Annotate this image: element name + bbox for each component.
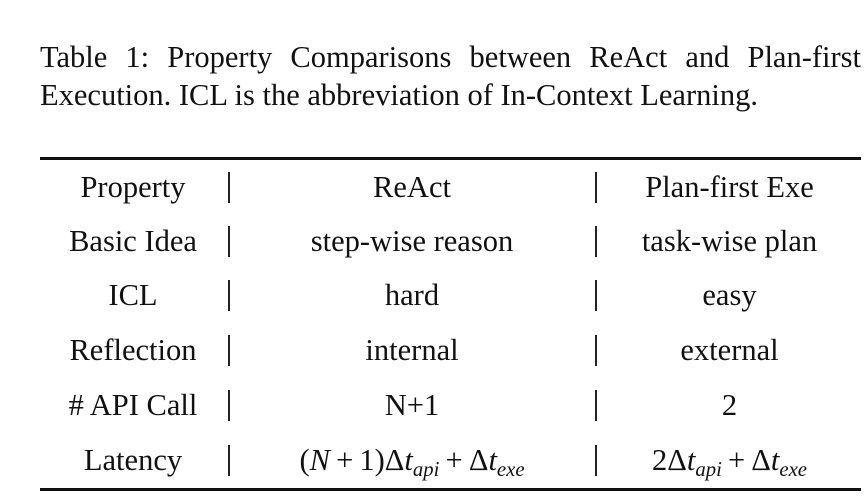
planfirst-latency-formula: 2Δtapi + Δtexe xyxy=(652,443,807,482)
table-row: Latency (N + 1)Δtapi + Δtexe 2Δtapi + Δt… xyxy=(40,433,861,488)
column-separator xyxy=(595,172,597,203)
property-cell: # API Call xyxy=(68,388,198,422)
header-property: Property xyxy=(80,170,186,204)
table-row: Reflection internal external xyxy=(40,323,861,378)
react-cell: step-wise reason xyxy=(310,224,514,258)
column-separator xyxy=(228,280,230,311)
column-separator xyxy=(595,390,597,421)
table-header-row: Property ReAct Plan-first Exe xyxy=(40,160,861,215)
column-separator xyxy=(595,280,597,311)
table-bottom-rule xyxy=(40,488,861,491)
column-separator xyxy=(595,335,597,366)
property-cell: Basic Idea xyxy=(69,224,197,258)
table-row: ICL hard easy xyxy=(40,268,861,323)
table-caption: Table 1: Property Comparisons between Re… xyxy=(40,40,861,112)
planfirst-cell: external xyxy=(680,333,779,367)
header-planfirst: Plan-first Exe xyxy=(645,170,814,204)
column-separator xyxy=(595,445,597,476)
planfirst-cell: 2 xyxy=(721,388,738,422)
column-separator xyxy=(228,335,230,366)
property-cell: ICL xyxy=(108,278,158,312)
column-separator xyxy=(228,226,230,257)
column-separator xyxy=(228,445,230,476)
react-cell: hard xyxy=(384,278,440,312)
table-top-rule xyxy=(40,157,861,160)
table-row: # API Call N+1 2 xyxy=(40,378,861,433)
table-row: Basic Idea step-wise reason task-wise pl… xyxy=(40,214,861,269)
column-separator xyxy=(595,226,597,257)
column-separator xyxy=(228,172,230,203)
planfirst-cell: task-wise plan xyxy=(641,224,818,258)
react-cell: internal xyxy=(365,333,459,367)
header-react: ReAct xyxy=(373,170,451,204)
react-cell: N+1 xyxy=(384,388,440,422)
property-cell: Reflection xyxy=(69,333,197,367)
property-cell: Latency xyxy=(83,443,183,477)
column-separator xyxy=(228,390,230,421)
planfirst-cell: easy xyxy=(702,278,757,312)
react-latency-formula: (N + 1)Δtapi + Δtexe xyxy=(299,443,525,482)
